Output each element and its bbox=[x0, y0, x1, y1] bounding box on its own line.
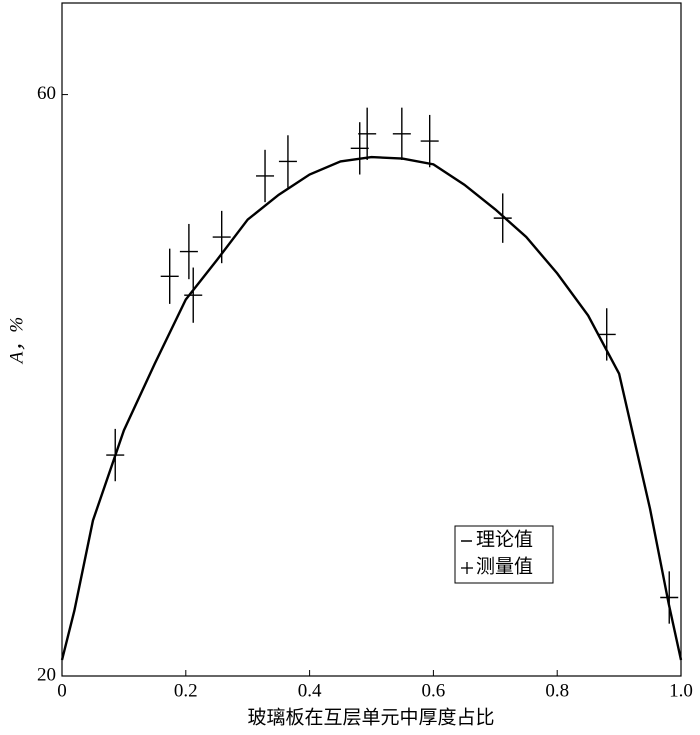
legend-box bbox=[454, 525, 554, 584]
x-tick-label: 0.2 bbox=[174, 680, 198, 701]
legend-label: 理论值 bbox=[476, 528, 533, 550]
x-tick-label: 0.4 bbox=[298, 680, 322, 701]
x-tick-label: 0.8 bbox=[545, 680, 569, 701]
y-tick-label: 20 bbox=[37, 664, 56, 685]
legend-label: 测量值 bbox=[476, 555, 533, 577]
y-axis-label: A，% bbox=[6, 317, 27, 365]
x-tick-label: 0 bbox=[57, 680, 67, 701]
x-axis-label: 玻璃板在互层单元中厚度占比 bbox=[247, 706, 494, 728]
y-tick-label: 60 bbox=[37, 83, 56, 104]
x-tick-label: 1.0 bbox=[669, 680, 693, 701]
theory-curve bbox=[60, 155, 683, 661]
plot-frame bbox=[61, 2, 682, 677]
x-tick-label: 0.6 bbox=[422, 680, 446, 701]
